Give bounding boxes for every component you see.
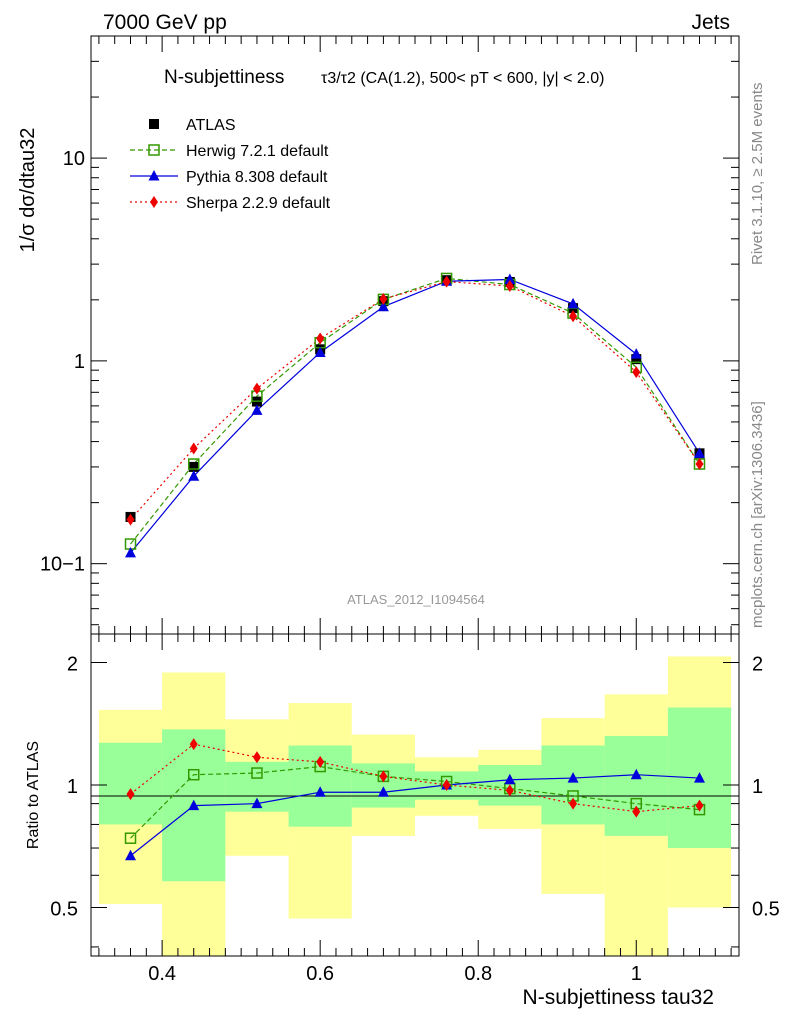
main-point-diamond (252, 382, 261, 395)
ratio-panel: 0.4 0.6 0.8 1 0.5 0.5 1 1 2 2 Ratio to ATLAS N-su… (25, 633, 780, 1009)
main-point-diamond (632, 366, 641, 379)
legend-entry-pythia: Pythia 8.308 default (186, 169, 328, 186)
ratio-uncertainty-bands (98, 656, 732, 956)
main-point-triangle (188, 470, 200, 481)
ratio-y-tick-label-left: 2 (67, 654, 78, 676)
x-tick-label: 0.6 (306, 963, 334, 985)
ratio-point-diamond (695, 799, 704, 812)
ratio-y-tick-label-left: 1 (67, 776, 78, 798)
ratio-point-diamond (189, 738, 198, 751)
ratio-point-diamond (252, 751, 261, 764)
ratio-point-triangle (377, 786, 389, 797)
main-point-square-filled (631, 354, 642, 365)
x-tick-label: 0.4 (148, 963, 176, 985)
main-point-diamond (126, 513, 135, 526)
main-point-square-filled (188, 461, 199, 472)
legend-entry-herwig: Herwig 7.2.1 default (186, 143, 329, 160)
main-point-triangle (630, 348, 642, 359)
ratio-y-tick-label-left: 0.5 (50, 898, 78, 920)
main-y-tick-label: 1 (74, 351, 85, 373)
legend-entry-atlas: ATLAS (186, 117, 236, 134)
main-y-axis-label: 1/σ dσ/dtau32 (17, 128, 39, 253)
main-point-diamond (695, 458, 704, 471)
ratio-point-triangle (693, 772, 705, 783)
ratio-point-diamond (632, 805, 641, 818)
main-point-diamond (189, 442, 198, 455)
main-point-diamond (316, 332, 325, 345)
mcplots-label: mcplots.cern.ch [arXiv:1306.3436] (749, 401, 766, 628)
x-axis-label: N-subjettiness tau32 (523, 986, 714, 1009)
chart-title-formula: τ3/τ2 (CA(1.2), 500< pT < 600, |y| < 2.0… (321, 70, 604, 87)
main-axis-ticks: 10−1 1 10 (40, 35, 739, 634)
rivet-version-label: Rivet 3.1.10, ≥ 2.5M events (749, 83, 766, 266)
main-point-diamond (379, 292, 388, 305)
main-panel: 1/σ dσ/dtau32 N-subjettiness τ3/τ2 (CA(1… (17, 35, 740, 635)
x-tick-label: 1 (631, 963, 642, 985)
ratio-point-triangle (251, 797, 263, 809)
main-point-triangle (693, 447, 705, 458)
ratio-band-inner (604, 735, 668, 836)
legend-marker-diamond (150, 196, 158, 208)
main-point-triangle (504, 273, 516, 284)
main-series-layer (124, 272, 706, 558)
ratio-point-triangle (314, 786, 326, 797)
main-point-triangle (314, 346, 326, 357)
legend-entry-sherpa: Sherpa 2.2.9 default (186, 195, 331, 212)
main-point-square-open (187, 458, 200, 470)
watermark-label: ATLAS_2012_I1094564 (347, 592, 485, 607)
main-series-line-2 (130, 278, 700, 554)
ratio-axis-ticks: 0.4 0.6 0.8 1 0.5 0.5 1 1 2 2 (50, 634, 780, 985)
ratio-point-triangle (125, 849, 137, 861)
main-point-triangle (377, 300, 389, 312)
chart-title-main: N-subjettiness (164, 67, 284, 88)
main-y-tick-label: 10−1 (40, 554, 85, 576)
ratio-point-triangle (630, 768, 642, 780)
ratio-point-diamond (316, 755, 325, 768)
main-series-line-3 (130, 280, 700, 520)
ratio-point-triangle (188, 799, 200, 811)
ratio-y-tick-label-right: 2 (752, 654, 763, 676)
ratio-band-inner (351, 763, 415, 808)
ratio-panel-frame (90, 633, 740, 957)
ratio-y-tick-label-right: 1 (752, 776, 763, 798)
main-point-triangle (251, 404, 263, 415)
main-point-diamond (505, 280, 514, 293)
legend-marker-triangle (148, 170, 160, 181)
ratio-point-triangle (567, 772, 579, 783)
main-point-diamond (569, 310, 578, 323)
ratio-point-diamond (379, 770, 388, 783)
ratio-point-diamond (442, 778, 451, 791)
ratio-y-axis-label: Ratio to ATLAS (25, 741, 42, 849)
ratio-series-layer (124, 738, 706, 861)
legend-marker-square-filled (149, 119, 159, 129)
ratio-point-square-open (187, 768, 200, 781)
header-left-label: 7000 GeV pp (103, 11, 227, 34)
ratio-point-square-open (251, 767, 263, 779)
main-point-diamond (442, 275, 451, 288)
ratio-series-line-2 (130, 774, 700, 857)
ratio-y-tick-label-right: 0.5 (752, 898, 780, 920)
x-tick-label: 0.8 (464, 963, 492, 985)
main-y-tick-label: 10 (63, 148, 85, 170)
ratio-point-triangle (504, 773, 516, 785)
legend: ATLAS Herwig 7.2.1 default Pythia 8.308 … (130, 117, 331, 212)
ratio-point-square-open (124, 832, 137, 844)
ratio-series-line-1 (130, 765, 700, 839)
legend-marker-square-open (148, 144, 160, 156)
legend-symbols (130, 119, 178, 208)
main-series-line-1 (130, 277, 700, 545)
main-point-triangle (567, 297, 579, 309)
ratio-point-diamond (569, 797, 578, 810)
ratio-band-inner (541, 745, 605, 825)
ratio-band-inner (98, 742, 163, 825)
ratio-point-diamond (126, 788, 135, 801)
ratio-series-line-3 (130, 743, 700, 813)
ratio-point-diamond (505, 784, 514, 797)
main-point-triangle (125, 546, 137, 558)
header-right-label: Jets (691, 11, 730, 34)
